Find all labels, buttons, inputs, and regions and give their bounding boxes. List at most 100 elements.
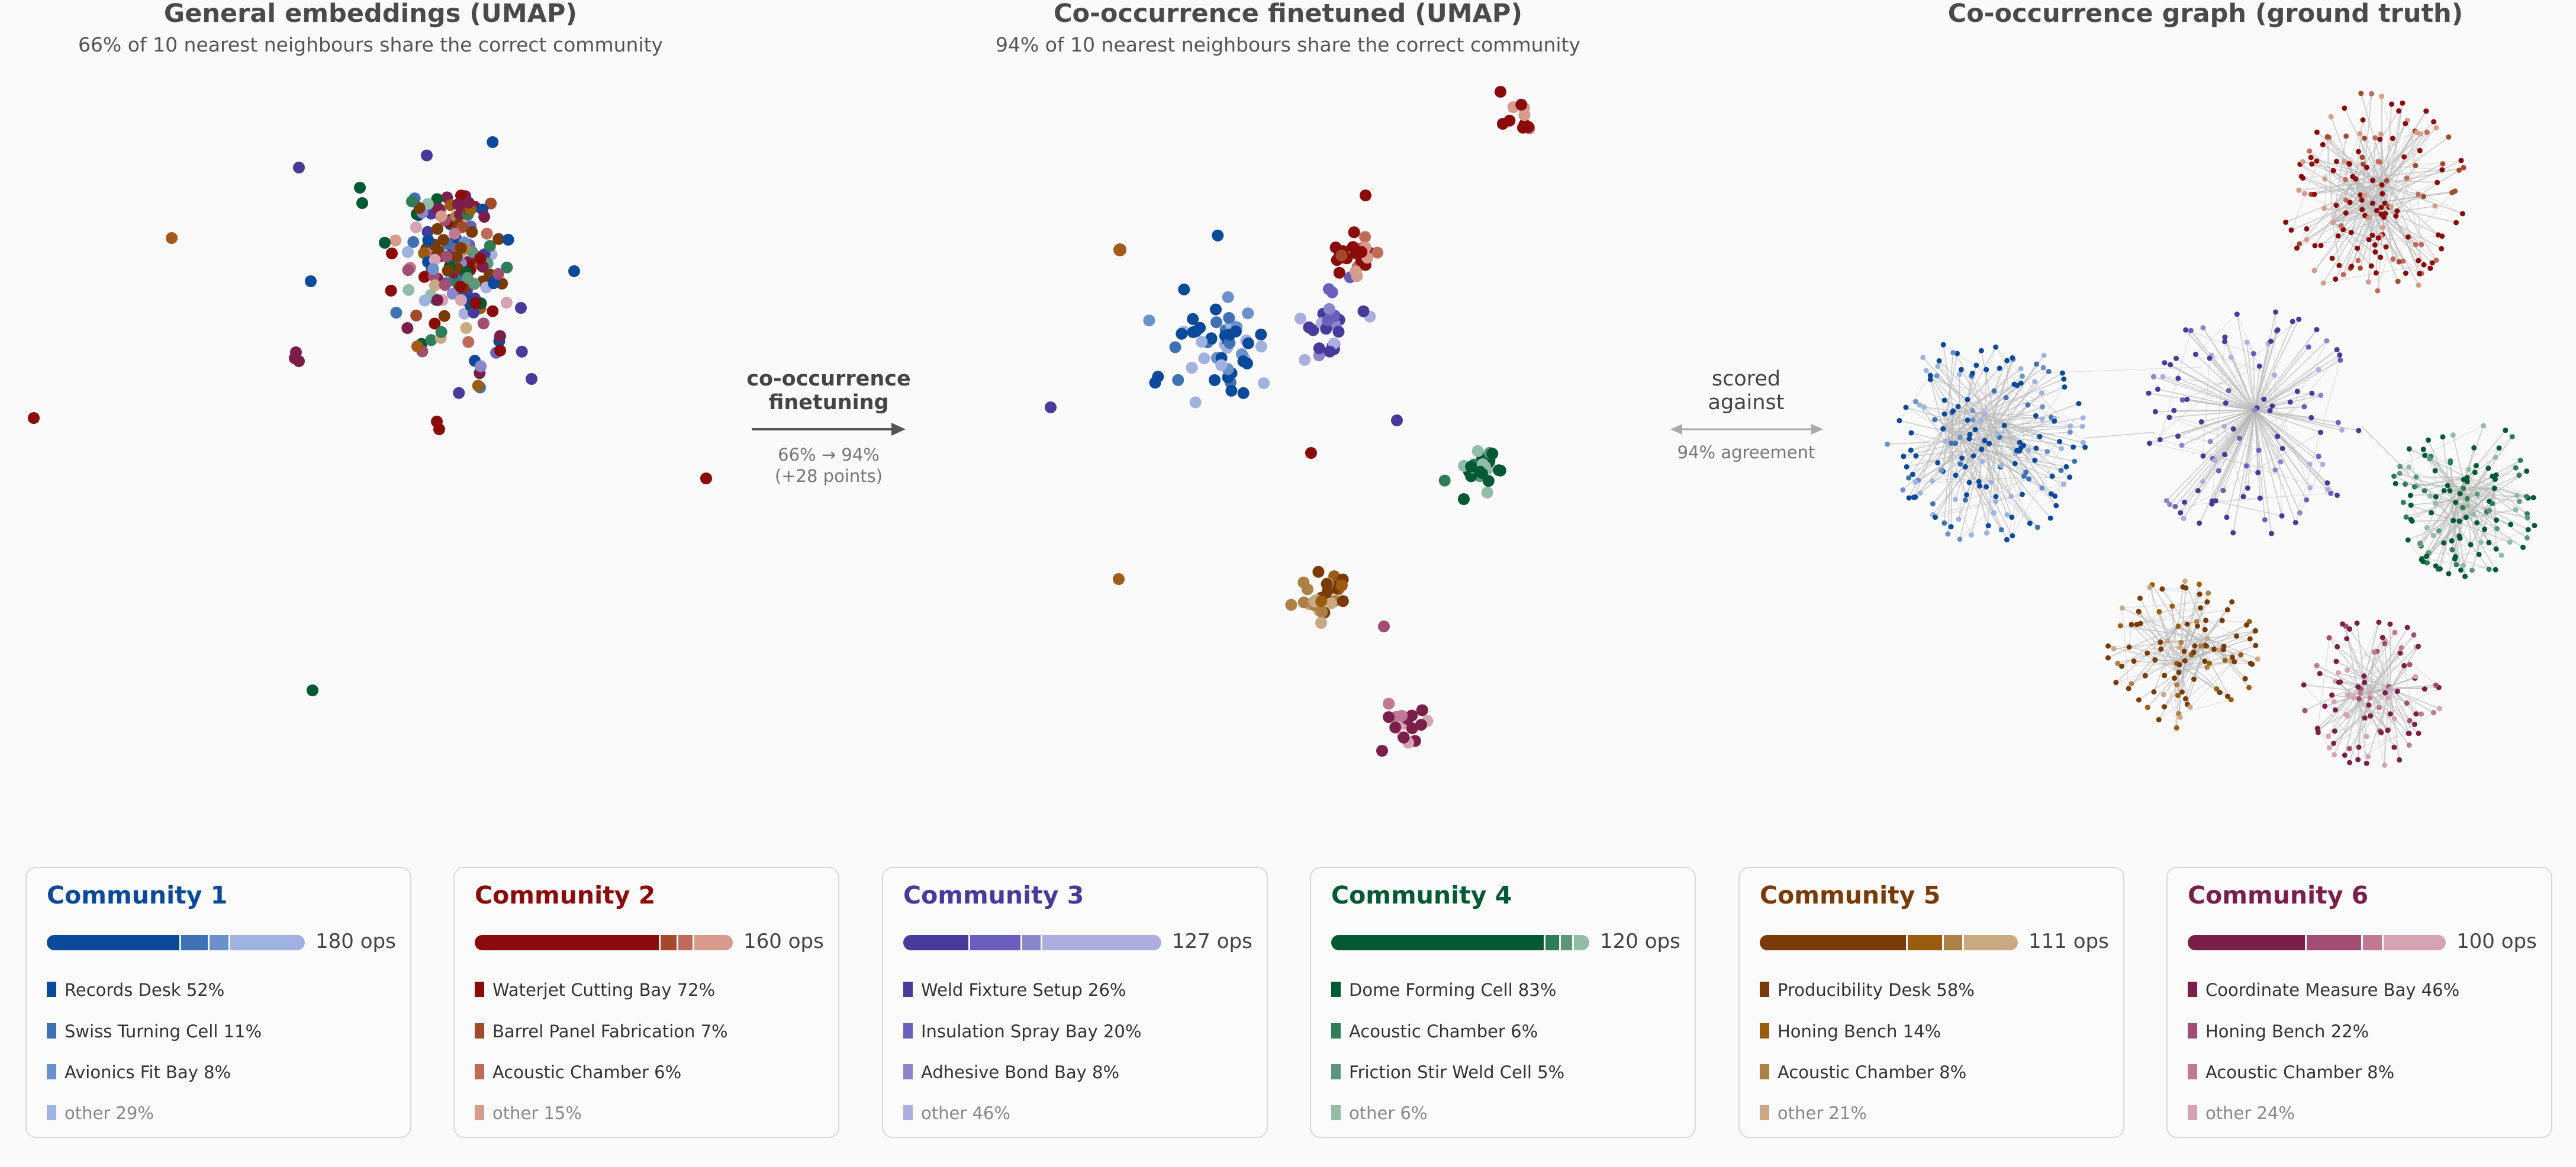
graph-node <box>2486 539 2492 545</box>
finetuned-point <box>1285 599 1297 611</box>
graph-edge <box>1943 428 2024 477</box>
graph-node <box>2375 288 2381 294</box>
graph-edge <box>1947 410 1954 534</box>
graph-node <box>2342 105 2348 111</box>
graph-node <box>2011 381 2017 387</box>
graph-node <box>2136 609 2142 615</box>
graph-node <box>2359 155 2365 160</box>
graph-node <box>2283 219 2289 225</box>
graph-node <box>2137 621 2143 626</box>
graph-node <box>2272 467 2278 473</box>
graph-node <box>2322 703 2328 709</box>
graph-node <box>2427 265 2433 271</box>
graph-node <box>2462 573 2468 579</box>
graph-node <box>2172 676 2178 681</box>
graph-node <box>2228 697 2234 703</box>
finetuned-point <box>1474 465 1486 478</box>
graph-node <box>2268 531 2274 536</box>
graph-node <box>2160 374 2166 380</box>
graph-node <box>1991 510 1997 516</box>
graph-node <box>2326 745 2332 751</box>
graph-edge <box>1981 420 1997 497</box>
graph-node <box>2209 498 2215 504</box>
graph-edge <box>2300 164 2420 274</box>
graph-node <box>1993 499 1999 504</box>
graph-edge <box>2358 712 2434 760</box>
general-point <box>487 136 499 148</box>
graph-node <box>2041 352 2047 358</box>
general-outlier <box>379 237 391 249</box>
composition-segment <box>970 935 1020 950</box>
community-card-1: Community 1 180 ops Records Desk 52% Swiss … <box>25 867 411 1138</box>
graph-edge <box>2189 654 2242 708</box>
finetune-arrow <box>752 423 906 436</box>
graph-node <box>2493 546 2499 552</box>
finetuned-point <box>1313 342 1325 355</box>
general-point <box>427 263 439 275</box>
graph-node <box>2394 208 2400 214</box>
graph-node <box>2175 433 2181 439</box>
finetuned-point <box>1322 314 1334 327</box>
graph-edge <box>2228 390 2255 411</box>
graph-edge <box>2254 341 2272 410</box>
finetuned-point <box>1255 340 1267 353</box>
finetuned-point <box>1348 226 1360 239</box>
finetuned-point <box>1325 597 1337 609</box>
graph-edge <box>2334 692 2371 732</box>
graph-edge <box>2210 410 2255 442</box>
community-title: Community 3 <box>903 881 1084 909</box>
graph-edge <box>1899 375 1931 421</box>
graph-node <box>2337 357 2343 363</box>
graph-node <box>2393 481 2398 487</box>
graph-edge <box>2170 364 2255 411</box>
graph-node <box>2174 725 2179 731</box>
graph-node <box>2162 673 2168 679</box>
general-point <box>402 264 414 277</box>
graph-edge <box>2419 490 2445 544</box>
graph-node <box>2001 423 2007 428</box>
graph-node <box>2008 493 2014 499</box>
graph-node <box>2224 607 2230 613</box>
graph-node <box>2182 499 2188 505</box>
graph-node <box>2356 696 2362 702</box>
general-outlier <box>305 275 317 287</box>
graph-node <box>2508 522 2514 528</box>
graph-node <box>2476 551 2482 557</box>
graph-node <box>2417 540 2423 546</box>
graph-edge <box>2232 410 2256 533</box>
panel-subtitle-general: 66% of 10 nearest neighbours share the c… <box>78 33 664 56</box>
graph-node <box>2179 689 2185 695</box>
graph-node <box>2009 515 2015 520</box>
finetuned-point <box>1186 362 1198 374</box>
graph-edge <box>2004 425 2062 449</box>
graph-node <box>2330 220 2336 226</box>
finetuned-outlier <box>1360 189 1371 201</box>
graph-node <box>2419 557 2424 562</box>
graph-edge <box>2180 410 2255 513</box>
graph-node <box>1978 418 1984 424</box>
graph-node <box>2171 407 2177 413</box>
graph-edge <box>1991 482 2038 528</box>
graph-node <box>1966 436 1972 442</box>
graph-node <box>1998 527 2004 533</box>
graph-node <box>2237 435 2242 441</box>
graph-node <box>2382 762 2388 768</box>
finetuned-point <box>1481 486 1493 499</box>
graph-edge <box>2129 624 2132 647</box>
finetuned-point <box>1294 313 1306 324</box>
graph-edge <box>2139 612 2185 661</box>
graph-node <box>1904 464 1910 470</box>
graph-node <box>2131 658 2137 664</box>
finetuned-point <box>1209 374 1221 386</box>
finetuned-outlier <box>1045 401 1057 413</box>
composition-bar <box>1331 935 1589 950</box>
graph-node <box>2414 130 2420 136</box>
graph-node <box>2456 533 2462 539</box>
community-title: Community 5 <box>1760 881 1941 909</box>
graph-node <box>2388 686 2394 692</box>
graph-node <box>1957 536 1963 542</box>
community-title: Community 6 <box>2188 881 2369 909</box>
graph-edge <box>2395 216 2422 245</box>
graph-node <box>1921 404 1927 410</box>
graph-node <box>2027 520 2033 526</box>
